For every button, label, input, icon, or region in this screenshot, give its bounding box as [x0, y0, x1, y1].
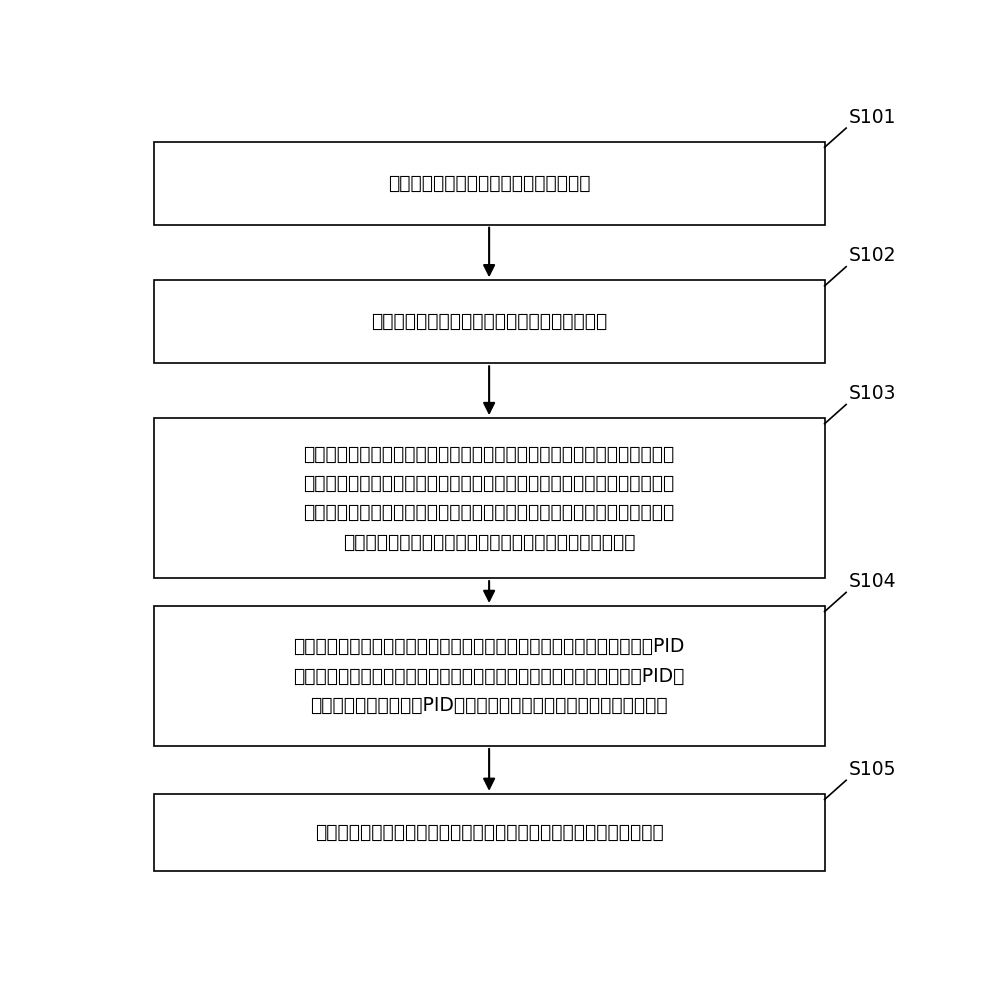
Text: S102: S102	[849, 246, 896, 265]
Bar	[153, 418, 824, 578]
Bar	[153, 142, 824, 225]
Text: 根据线速度，确定从夹送辗电机的主频率给定値: 根据线速度，确定从夹送辗电机的主频率给定値	[371, 312, 606, 331]
Text: 反馈値，并以速度调节PID的输出作为从夹送辗电机的辅助频率给定値: 反馈値，并以速度调节PID的输出作为从夹送辗电机的辅助频率给定値	[310, 696, 667, 715]
Text: 値，使从夹送辗电机的工作状态由发电状态调节为电动状态: 値，使从夹送辗电机的工作状态由发电状态调节为电动状态	[343, 532, 635, 551]
Text: 的给定値，以所述从夹送辗电机在电动状态下的输出转矩作为速度调节PID的: 的给定値，以所述从夹送辗电机在电动状态下的输出转矩作为速度调节PID的	[293, 666, 684, 685]
Text: 判断从夹送辗电机的工作状态为电动状态还是发电状态；当判断出从夹送辗: 判断从夹送辗电机的工作状态为电动状态还是发电状态；当判断出从夹送辗	[303, 445, 674, 464]
Text: S105: S105	[849, 760, 896, 779]
Text: 叠加主频率给定値与辅助频率给定値，得到从夹送辗电机的频率给定値: 叠加主频率给定値与辅助频率给定値，得到从夹送辗电机的频率给定値	[314, 823, 663, 842]
Text: S103: S103	[849, 384, 896, 403]
Text: 电机的工作状态为电动状态时，维持从夹送辗电机的主频率给定値；当判断: 电机的工作状态为电动状态时，维持从夹送辗电机的主频率给定値；当判断	[303, 474, 674, 493]
Bar	[153, 794, 824, 871]
Bar	[153, 280, 824, 363]
Bar	[153, 606, 824, 746]
Text: 出从夹送辗电机的工作状态为发电状态时，调节从夹送辗电机的主频率给定: 出从夹送辗电机的工作状态为发电状态时，调节从夹送辗电机的主频率给定	[303, 503, 674, 522]
Text: S101: S101	[849, 108, 896, 127]
Text: 以主夹送辗电机以线速度运行时的输出转矩作为从夹送辗电机的速度调节PID: 以主夹送辗电机以线速度运行时的输出转矩作为从夹送辗电机的速度调节PID	[293, 637, 684, 656]
Text: 给定主夹送辗电机与从夹送辗电机线速度: 给定主夹送辗电机与从夹送辗电机线速度	[388, 174, 589, 193]
Text: S104: S104	[849, 572, 896, 591]
